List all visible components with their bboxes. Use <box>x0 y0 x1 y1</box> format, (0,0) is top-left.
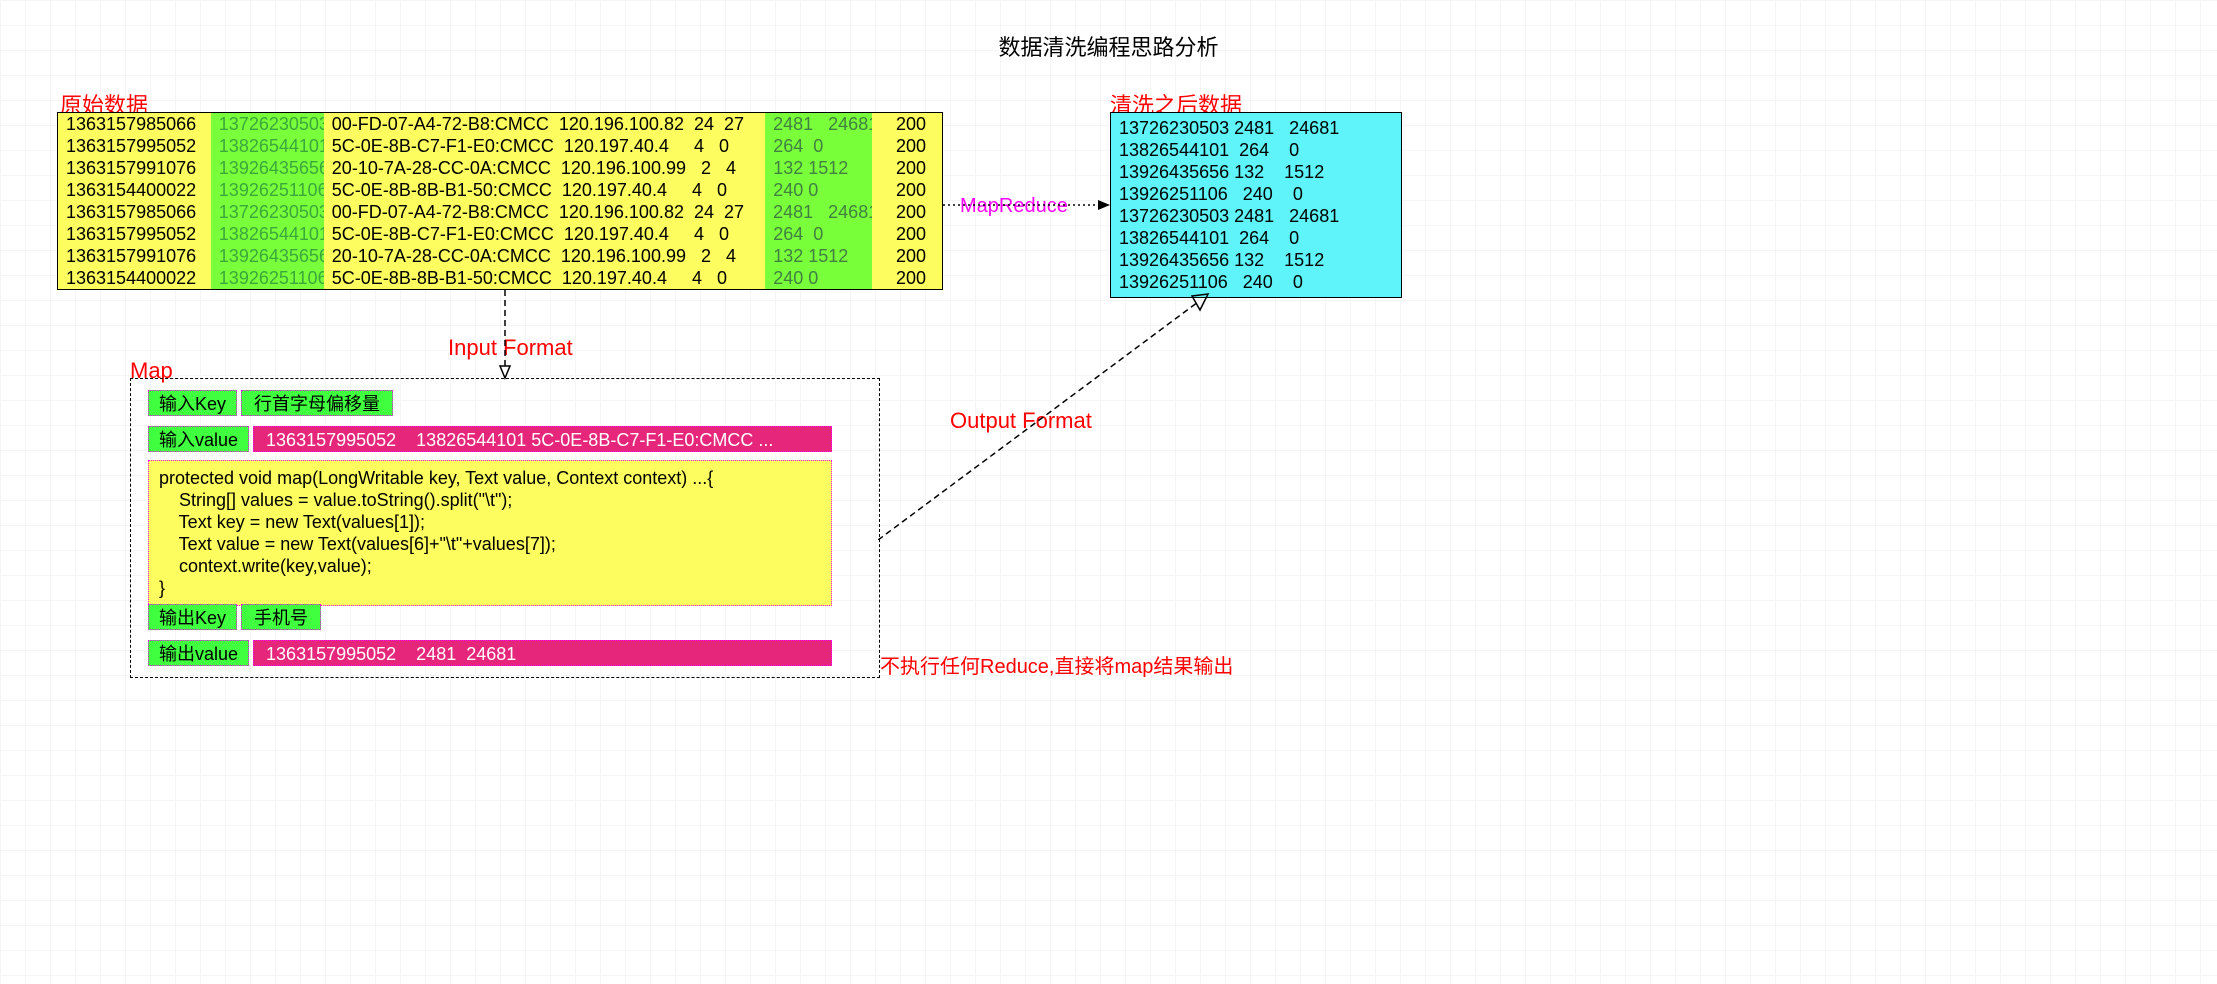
input-key-value: 行首字母偏移量 <box>241 390 393 416</box>
output-value-value: 1363157995052 2481 24681 <box>253 640 832 666</box>
clean-data-table: 13726230503 2481 2468113826544101 264 01… <box>1110 112 1402 298</box>
list-item: 13726230503 2481 24681 <box>1119 117 1393 139</box>
mapreduce-label: MapReduce <box>960 195 1068 218</box>
output-format-label: Output Format <box>950 408 1092 434</box>
list-item: 13926435656 132 1512 <box>1119 161 1393 183</box>
list-item: 13926251106 240 0 <box>1119 271 1393 293</box>
input-format-label: Input Format <box>448 335 573 361</box>
output-key-row: 输出Key 手机号 <box>148 604 321 630</box>
page-title: 数据清洗编程思路分析 <box>998 30 1218 62</box>
output-key-value: 手机号 <box>241 604 321 630</box>
output-value-row: 输出value 1363157995052 2481 24681 <box>148 640 832 666</box>
table-row: 13631579850661372623050300-FD-07-A4-72-B… <box>58 113 942 135</box>
list-item: 13926435656 132 1512 <box>1119 249 1393 271</box>
list-item: 13826544101 264 0 <box>1119 139 1393 161</box>
input-value-label: 输入value <box>148 426 249 452</box>
table-row: 1363154400022139262511065C-0E-8B-8B-B1-5… <box>58 267 942 289</box>
input-key-row: 输入Key 行首字母偏移量 <box>148 390 393 416</box>
input-key-label: 输入Key <box>148 390 237 416</box>
map-code: protected void map(LongWritable key, Tex… <box>148 460 832 606</box>
table-row: 1363157995052138265441015C-0E-8B-C7-F1-E… <box>58 135 942 157</box>
table-row: 13631579850661372623050300-FD-07-A4-72-B… <box>58 201 942 223</box>
table-row: 1363154400022139262511065C-0E-8B-8B-B1-5… <box>58 179 942 201</box>
list-item: 13726230503 2481 24681 <box>1119 205 1393 227</box>
table-row: 13631579910761392643565620-10-7A-28-CC-0… <box>58 157 942 179</box>
output-key-label: 输出Key <box>148 604 237 630</box>
raw-data-table: 13631579850661372623050300-FD-07-A4-72-B… <box>57 112 943 290</box>
table-row: 1363157995052138265441015C-0E-8B-C7-F1-E… <box>58 223 942 245</box>
no-reduce-note: 不执行任何Reduce,直接将map结果输出 <box>880 650 1233 679</box>
input-value-value: 1363157995052 13826544101 5C-0E-8B-C7-F1… <box>253 426 832 452</box>
list-item: 13926251106 240 0 <box>1119 183 1393 205</box>
output-value-label: 输出value <box>148 640 249 666</box>
list-item: 13826544101 264 0 <box>1119 227 1393 249</box>
table-row: 13631579910761392643565620-10-7A-28-CC-0… <box>58 245 942 267</box>
input-value-row: 输入value 1363157995052 13826544101 5C-0E-… <box>148 426 832 452</box>
